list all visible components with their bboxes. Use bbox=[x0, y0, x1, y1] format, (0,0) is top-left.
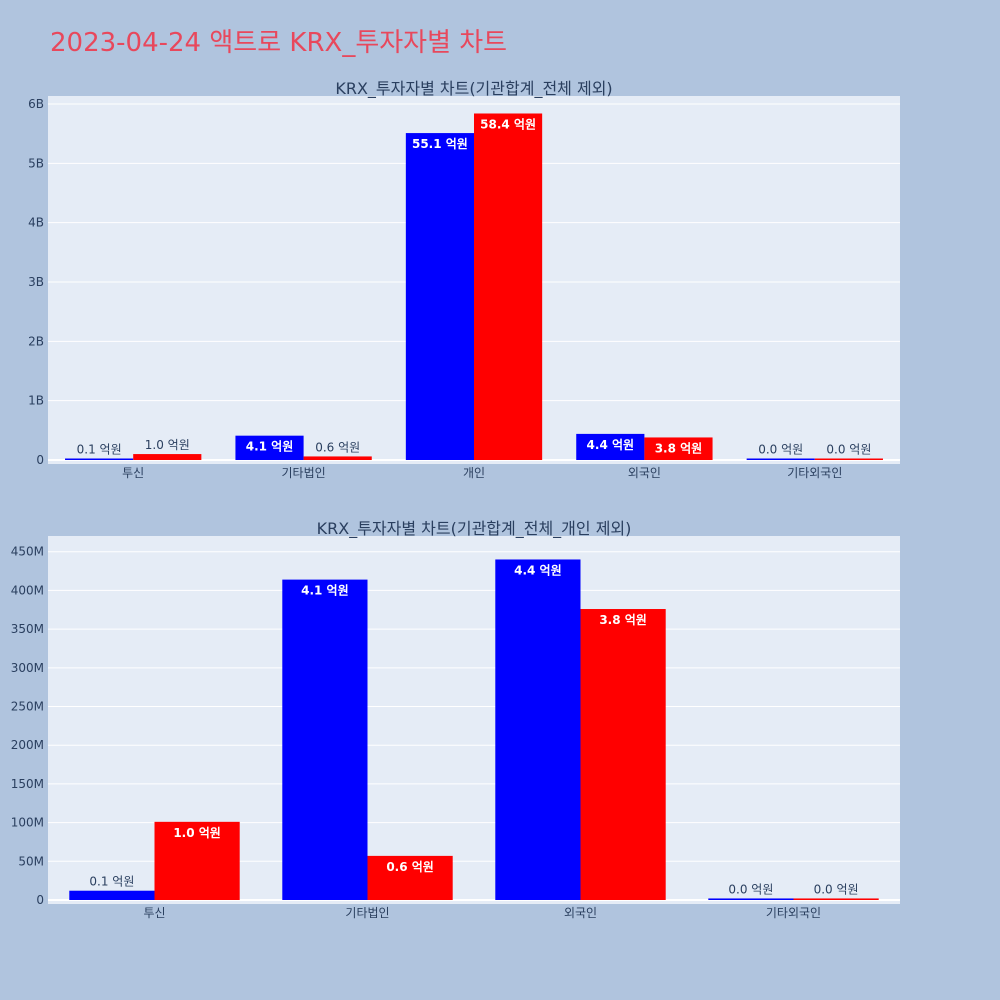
page-title: 2023-04-24 액트로 KRX_투자자별 차트 bbox=[50, 28, 508, 58]
x-tick-label: 개인 bbox=[463, 466, 485, 480]
bar bbox=[405, 133, 474, 460]
x-tick-label: 기타법인 bbox=[282, 466, 326, 480]
bar bbox=[746, 458, 815, 460]
y-tick-label: 0 bbox=[36, 893, 44, 907]
bar bbox=[495, 559, 581, 900]
data-label: 4.4 억원 bbox=[587, 438, 635, 452]
y-tick-label: 100M bbox=[11, 816, 44, 830]
y-tick-label: 3B bbox=[28, 275, 44, 289]
bar bbox=[133, 454, 202, 460]
y-tick-label: 200M bbox=[11, 738, 44, 752]
data-label: 4.1 억원 bbox=[246, 440, 294, 454]
data-label: 3.8 억원 bbox=[599, 613, 647, 627]
data-label: 1.0 억원 bbox=[173, 826, 221, 840]
bar bbox=[793, 898, 879, 900]
y-tick-label: 400M bbox=[11, 583, 44, 597]
y-tick-label: 4B bbox=[28, 216, 44, 230]
bar bbox=[282, 579, 368, 900]
data-label: 0.6 억원 bbox=[315, 440, 360, 454]
data-label: 0.6 억원 bbox=[386, 860, 434, 874]
data-label: 0.0 억원 bbox=[826, 443, 871, 457]
y-tick-label: 250M bbox=[11, 700, 44, 714]
data-label: 4.4 억원 bbox=[514, 563, 562, 577]
x-tick-label: 투신 bbox=[143, 906, 165, 920]
chart-title: KRX_투자자별 차트(기관합계_전체_개인 제외) bbox=[317, 519, 632, 539]
bar bbox=[580, 609, 666, 900]
bar bbox=[644, 437, 713, 460]
chart-bottom: KRX_투자자별 차트(기관합계_전체_개인 제외) 0 50M 100M 150M 20… bbox=[11, 519, 900, 920]
y-tick-label: 300M bbox=[11, 661, 44, 675]
x-tick-label: 외국인 bbox=[564, 906, 597, 920]
chart-top: KRX_투자자별 차트(기관합계_전체 제외)01B2B3B4B5B6B투신0.… bbox=[28, 79, 900, 480]
y-tick-label: 150M bbox=[11, 777, 44, 791]
data-label: 55.1 억원 bbox=[412, 137, 468, 151]
y-tick-label: 1B bbox=[28, 394, 44, 408]
data-label: 3.8 억원 bbox=[655, 441, 703, 455]
data-label: 0.1 억원 bbox=[77, 443, 122, 457]
bar bbox=[576, 433, 645, 460]
y-tick-label: 0 bbox=[36, 453, 44, 467]
y-tick-label: 2B bbox=[28, 334, 44, 348]
bar bbox=[814, 458, 883, 460]
y-tick-label: 350M bbox=[11, 622, 44, 636]
x-tick-label: 기타외국인 bbox=[766, 906, 821, 920]
x-tick-label: 투신 bbox=[122, 466, 144, 480]
bar bbox=[235, 435, 304, 460]
bar bbox=[154, 821, 240, 900]
data-label: 58.4 억원 bbox=[480, 117, 536, 131]
data-label: 1.0 억원 bbox=[145, 438, 190, 452]
data-label: 0.0 억원 bbox=[758, 443, 803, 457]
x-tick-label: 외국인 bbox=[628, 466, 661, 480]
chart-title: KRX_투자자별 차트(기관합계_전체 제외) bbox=[335, 79, 612, 99]
y-tick-label: 6B bbox=[28, 97, 44, 111]
x-tick-label: 기타법인 bbox=[345, 906, 389, 920]
data-label: 0.1 억원 bbox=[89, 875, 134, 889]
y-tick-label: 450M bbox=[11, 545, 44, 559]
bar bbox=[303, 456, 372, 460]
data-label: 0.0 억원 bbox=[814, 882, 859, 896]
y-tick-label: 5B bbox=[28, 156, 44, 170]
bar bbox=[474, 113, 543, 460]
bar bbox=[65, 458, 134, 460]
bar bbox=[708, 898, 794, 900]
bar bbox=[69, 890, 155, 900]
data-label: 4.1 억원 bbox=[301, 584, 349, 598]
y-tick-label: 50M bbox=[18, 854, 44, 868]
x-tick-label: 기타외국인 bbox=[787, 466, 842, 480]
data-label: 0.0 억원 bbox=[728, 882, 773, 896]
bar bbox=[367, 855, 453, 900]
